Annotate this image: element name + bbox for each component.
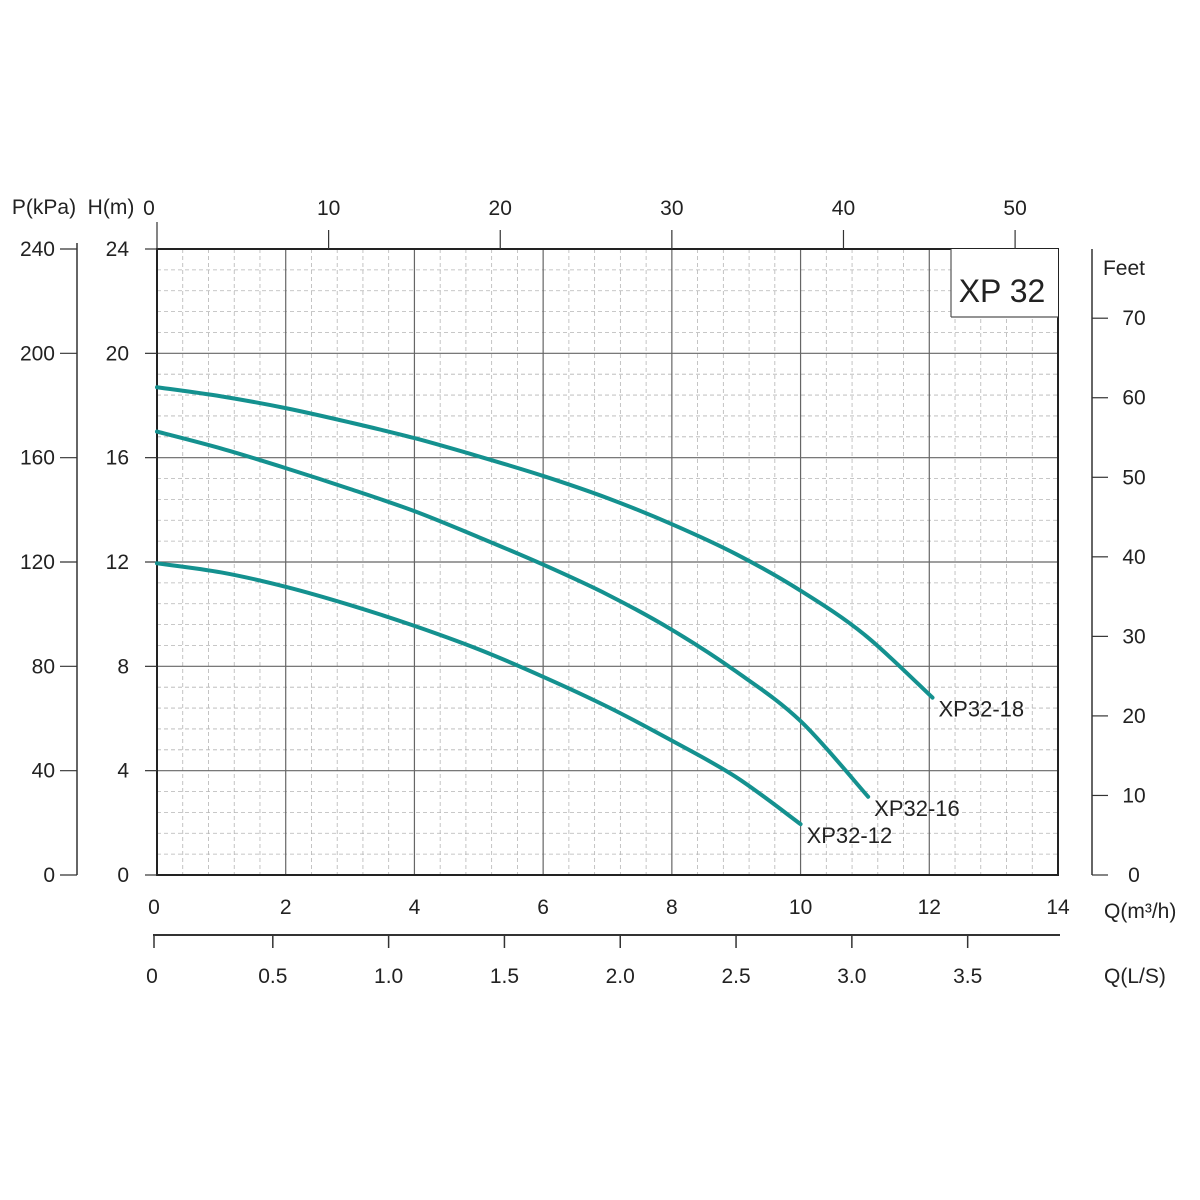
top-axis-tick-label: 40 [832,197,855,220]
feet-axis-label: Feet [1103,257,1145,280]
y-tick-label: 16 [106,447,129,470]
flow-ls-tick-label: 0 [146,965,158,988]
x-tick-label: 4 [409,896,421,919]
flow-ls-tick-label: 1.5 [490,965,519,988]
series-line-xp32-12 [155,561,803,827]
pressure-tick-label: 120 [20,551,55,574]
flow-ls-tick-label: 2.5 [721,965,750,988]
x-tick-label: 6 [537,896,549,919]
feet-tick-label: 10 [1122,784,1145,807]
pressure-tick-label: 80 [32,655,55,678]
top-axis-tick-label: 50 [1003,197,1026,220]
feet-tick-label: 40 [1122,546,1145,569]
x-tick-label: 2 [280,896,292,919]
pressure-tick-label: 160 [20,447,55,470]
y-tick-label: 12 [106,551,129,574]
x-tick-label: 12 [918,896,941,919]
x-tick-label: 8 [666,896,678,919]
flow-ls-tick-label: 0.5 [258,965,287,988]
title-box: XP 32 [950,249,1058,318]
feet-tick-label: 60 [1122,387,1145,410]
feet-tick-label: 70 [1122,307,1145,330]
series-line-xp32-16 [155,429,871,799]
feet-tick-label: 0 [1128,864,1140,887]
pressure-tick-label: 200 [20,342,55,365]
series-label-xp32-18: XP32-18 [939,697,1025,722]
series-label-xp32-16: XP32-16 [874,796,960,821]
top-axis-tick-label: 30 [660,197,683,220]
y-tick-label: 24 [106,238,130,261]
axes: H(m)04812162024P(kPa)04080120160200240Fe… [12,196,1176,988]
y-axis-label: H(m) [88,196,135,219]
flow-ls-tick-label: 1.0 [374,965,403,988]
pressure-tick-label: 0 [43,864,55,887]
y-tick-label: 0 [117,864,129,887]
x-tick-label: 10 [789,896,812,919]
y-tick-label: 4 [117,760,129,783]
top-axis-tick-label: 10 [317,197,340,220]
pressure-axis-label: P(kPa) [12,196,76,219]
x-axis-label: Q(m³/h) [1104,900,1176,923]
feet-tick-label: 50 [1122,466,1145,489]
pressure-tick-label: 240 [20,238,55,261]
x-tick-label: 0 [148,896,160,919]
y-tick-label: 20 [106,342,129,365]
x-tick-label: 14 [1046,896,1070,919]
flow-ls-tick-label: 3.5 [953,965,982,988]
feet-tick-label: 20 [1122,705,1145,728]
flow-ls-axis-label: Q(L/S) [1104,965,1166,988]
flow-ls-tick-label: 3.0 [837,965,866,988]
series-label-xp32-12: XP32-12 [807,823,893,848]
top-axis-tick-label: 20 [489,197,512,220]
chart-title: XP 32 [959,273,1046,309]
y-tick-label: 8 [117,655,129,678]
pressure-tick-label: 40 [32,760,55,783]
flow-ls-tick-label: 2.0 [606,965,635,988]
feet-tick-label: 30 [1122,625,1145,648]
series-line-xp32-18 [155,385,935,700]
top-axis-tick-label: 0 [143,197,155,220]
major-grid [157,249,1058,875]
